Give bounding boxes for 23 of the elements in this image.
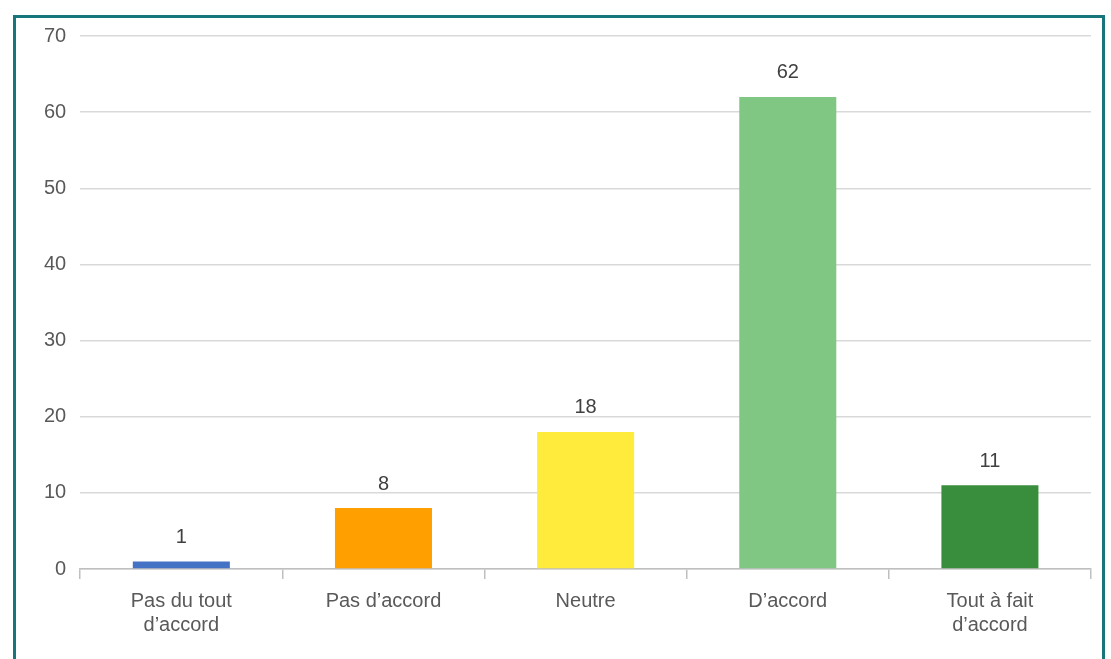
y-tick-label: 20 bbox=[44, 404, 67, 427]
bar bbox=[941, 485, 1039, 569]
y-tick-label: 60 bbox=[44, 99, 67, 122]
data-label: 18 bbox=[574, 395, 597, 418]
y-tick-label: 30 bbox=[44, 328, 67, 351]
x-tick-label: Pas d’accord bbox=[325, 588, 442, 611]
y-tick-label: 50 bbox=[44, 175, 67, 198]
bar bbox=[739, 96, 837, 569]
data-label: 11 bbox=[979, 448, 1001, 471]
bar bbox=[132, 561, 230, 569]
y-tick-label: 70 bbox=[44, 23, 67, 46]
y-tick-label: 40 bbox=[44, 251, 67, 274]
data-label: 1 bbox=[175, 524, 187, 547]
data-label: 62 bbox=[776, 60, 799, 83]
x-tick-label: Neutre bbox=[555, 588, 616, 611]
y-tick-label: 0 bbox=[55, 556, 67, 579]
bar bbox=[334, 508, 432, 569]
x-tick-label: Tout à fait d’accord bbox=[946, 588, 1034, 635]
bar bbox=[537, 431, 635, 569]
data-label: 8 bbox=[377, 471, 390, 494]
y-tick-label: 10 bbox=[44, 480, 67, 503]
x-tick-label: D’accord bbox=[748, 588, 828, 611]
x-tick-label: Pas du tout d’accord bbox=[130, 588, 233, 635]
